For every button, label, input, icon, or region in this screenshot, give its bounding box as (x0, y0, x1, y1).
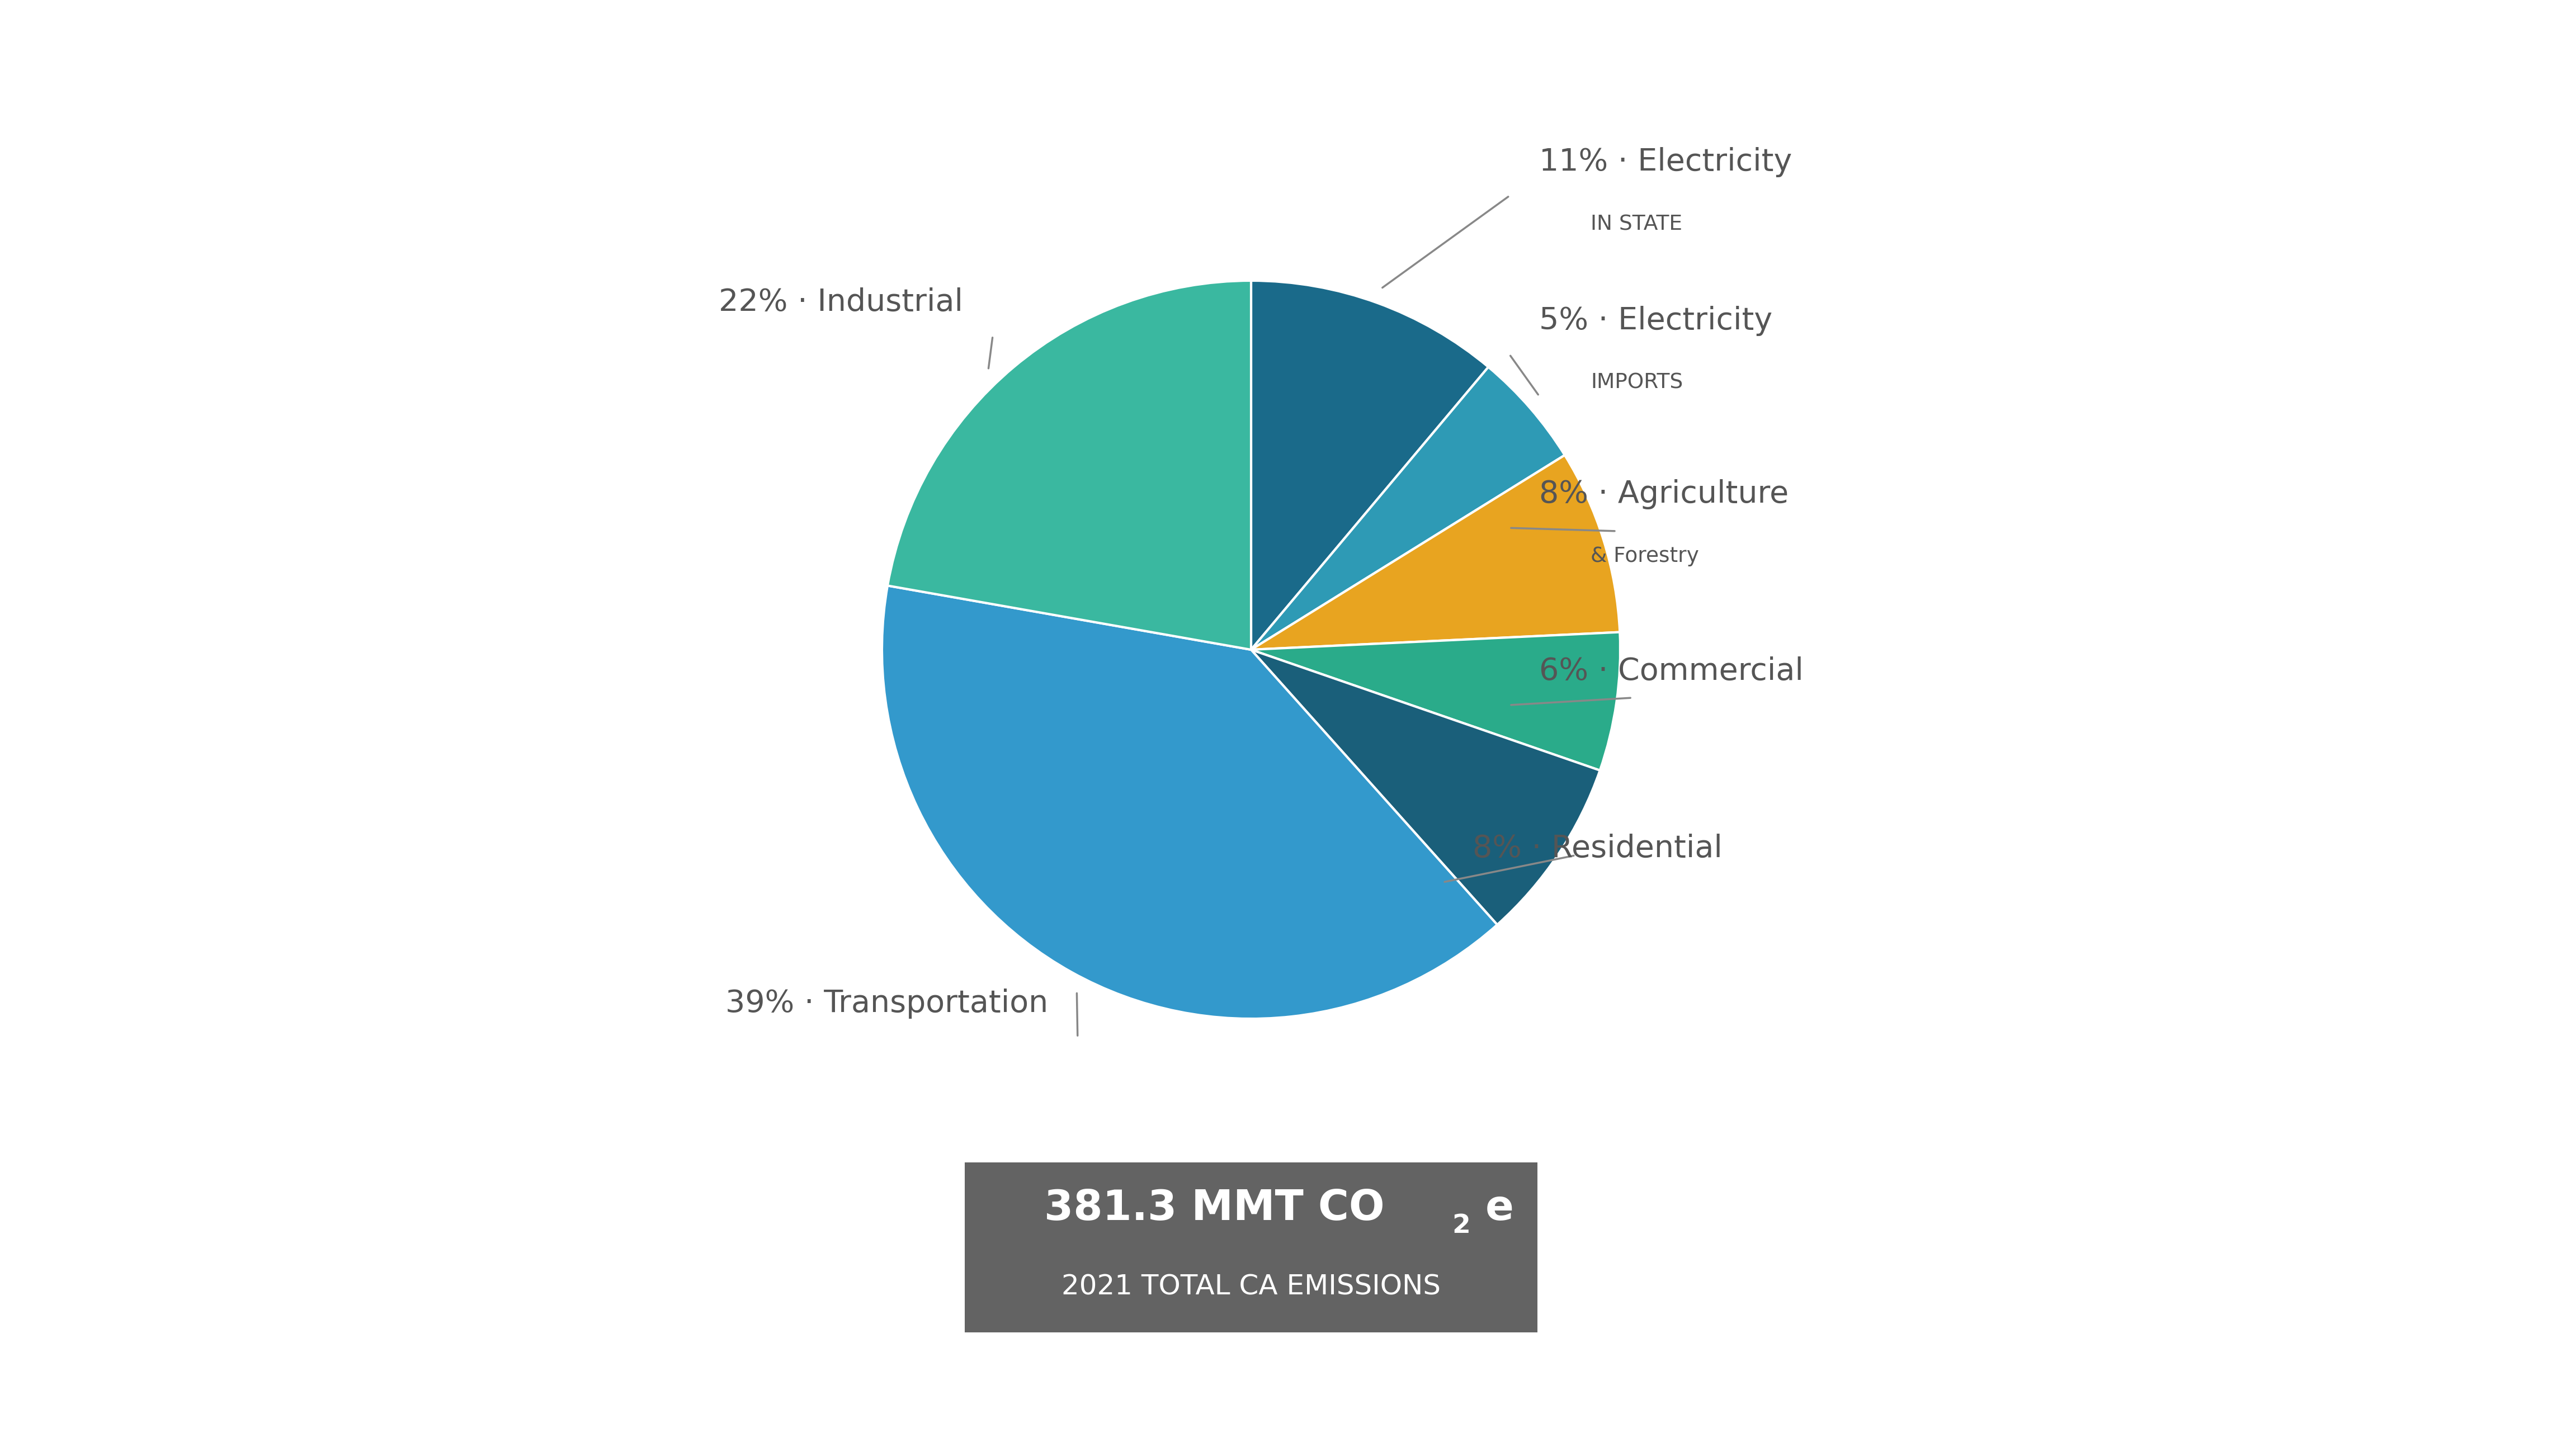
Text: 2021 TOTAL CA EMISSIONS: 2021 TOTAL CA EMISSIONS (1061, 1273, 1440, 1301)
Wedge shape (889, 281, 1252, 650)
Wedge shape (1252, 456, 1620, 650)
Text: 8% · Residential: 8% · Residential (1473, 833, 1723, 864)
Text: IN STATE: IN STATE (1592, 214, 1682, 234)
Wedge shape (1252, 650, 1600, 925)
FancyBboxPatch shape (966, 1162, 1538, 1333)
Text: 11% · Electricity: 11% · Electricity (1538, 148, 1793, 178)
Wedge shape (1252, 368, 1564, 650)
Text: 8% · Agriculture: 8% · Agriculture (1538, 479, 1788, 509)
Text: & Forestry: & Forestry (1592, 547, 1700, 566)
Text: 5% · Electricity: 5% · Electricity (1538, 305, 1772, 336)
Text: 6% · Commercial: 6% · Commercial (1538, 657, 1803, 686)
Wedge shape (1252, 281, 1489, 650)
Text: 381.3 MMT CO: 381.3 MMT CO (1043, 1188, 1383, 1229)
Text: 2: 2 (1453, 1213, 1471, 1239)
Text: 39% · Transportation: 39% · Transportation (726, 988, 1048, 1019)
Wedge shape (881, 586, 1497, 1019)
Wedge shape (1252, 632, 1620, 770)
Text: 22% · Industrial: 22% · Industrial (719, 288, 963, 317)
Text: IMPORTS: IMPORTS (1592, 373, 1682, 394)
Text: e: e (1486, 1188, 1515, 1229)
